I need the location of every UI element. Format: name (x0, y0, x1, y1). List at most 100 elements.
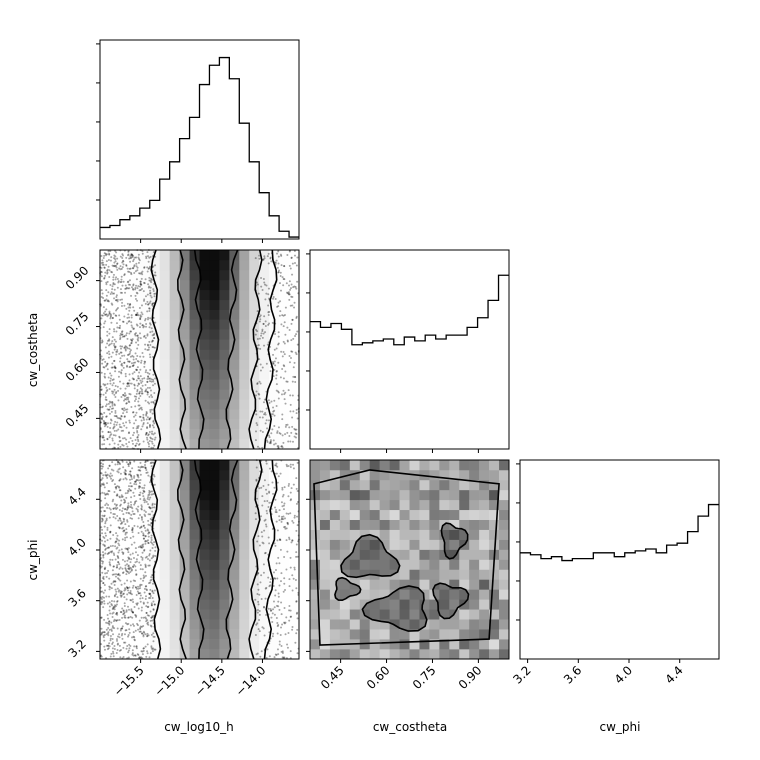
sample-point (141, 384, 144, 387)
sample-point (137, 443, 140, 446)
sample-point (268, 401, 271, 404)
sample-point (273, 542, 276, 545)
sample-point (120, 611, 123, 614)
sample-point (120, 333, 123, 336)
sample-point (129, 485, 132, 488)
sample-point (272, 296, 275, 299)
sample-point (124, 408, 127, 411)
sample-point (129, 267, 132, 270)
sample-point (153, 422, 156, 425)
density-cell (489, 649, 500, 660)
sample-point (136, 312, 139, 315)
sample-point (142, 326, 145, 329)
sample-point (109, 524, 112, 527)
density-cell (169, 319, 180, 330)
density-cell (109, 259, 121, 271)
sample-point (119, 360, 122, 363)
density-cell (139, 639, 151, 650)
sample-point (120, 351, 123, 354)
density-cell (169, 250, 180, 261)
sample-point (135, 479, 138, 482)
density-cell (209, 619, 220, 630)
density-cell (109, 619, 121, 630)
density-cell (219, 409, 230, 420)
sample-point (256, 652, 259, 655)
density-cell (129, 639, 141, 650)
sample-point (135, 341, 138, 344)
sample-point (132, 411, 135, 414)
density-cell (179, 519, 190, 530)
sample-point (114, 258, 117, 261)
density-cell (379, 499, 390, 511)
density-cell (249, 559, 260, 570)
sample-point (110, 621, 113, 624)
sample-point (112, 605, 115, 608)
density-cell (189, 339, 200, 350)
sample-point (257, 392, 260, 395)
density-cell (159, 519, 170, 530)
density-cell (310, 569, 321, 580)
sample-point (296, 515, 299, 518)
sample-point (142, 417, 145, 420)
sample-point (135, 379, 138, 382)
sample-point (259, 429, 262, 432)
density-cell (349, 460, 361, 471)
sample-point (148, 326, 151, 329)
sample-point (295, 502, 298, 505)
sample-point (118, 517, 121, 520)
sample-point (289, 491, 292, 494)
sample-point (294, 641, 297, 644)
x-tick-label-cw-costheta: 0.75 (410, 663, 439, 692)
density-cell (169, 419, 180, 430)
sample-point (272, 406, 275, 409)
sample-point (127, 400, 130, 403)
sample-point (152, 635, 155, 638)
sample-point (102, 556, 105, 559)
sample-point (122, 429, 125, 432)
density-cell (119, 460, 131, 471)
sample-point (105, 390, 108, 393)
x-tick-label-cw-phi: 3.2 (510, 663, 533, 686)
density-cell (369, 619, 380, 630)
sample-point (106, 602, 109, 605)
sample-point (144, 348, 147, 351)
sample-point (110, 321, 113, 324)
density-cell (269, 579, 280, 590)
sample-point (139, 283, 142, 286)
density-cell (409, 499, 420, 511)
sample-point (105, 572, 108, 575)
sample-point (121, 551, 124, 554)
density-cell (359, 499, 370, 511)
sample-point (118, 486, 121, 489)
density-cell (149, 479, 160, 491)
sample-point (277, 271, 280, 274)
sample-point (149, 436, 152, 439)
density-cell (139, 399, 151, 410)
sample-point (134, 297, 137, 300)
sample-point (254, 512, 257, 515)
density-cell (409, 460, 420, 471)
density-cell (159, 599, 170, 610)
sample-point (128, 512, 131, 515)
sample-point (256, 382, 259, 385)
sample-point (287, 291, 290, 294)
sample-point (151, 345, 154, 348)
sample-point (263, 479, 266, 482)
sample-point (134, 654, 137, 657)
sample-point (150, 281, 153, 284)
sample-point (129, 437, 132, 440)
sample-point (140, 428, 143, 431)
sample-point (276, 252, 279, 255)
sample-point (134, 569, 137, 572)
density-cell (419, 539, 430, 550)
density-cell (459, 469, 470, 481)
density-cell (339, 549, 351, 560)
density-cell (269, 609, 280, 620)
sample-point (125, 426, 128, 429)
sample-point (115, 619, 118, 622)
density-cell (189, 379, 200, 390)
sample-point (120, 592, 123, 595)
sample-point (107, 569, 110, 572)
sample-point (144, 336, 147, 339)
sample-point (294, 335, 297, 338)
